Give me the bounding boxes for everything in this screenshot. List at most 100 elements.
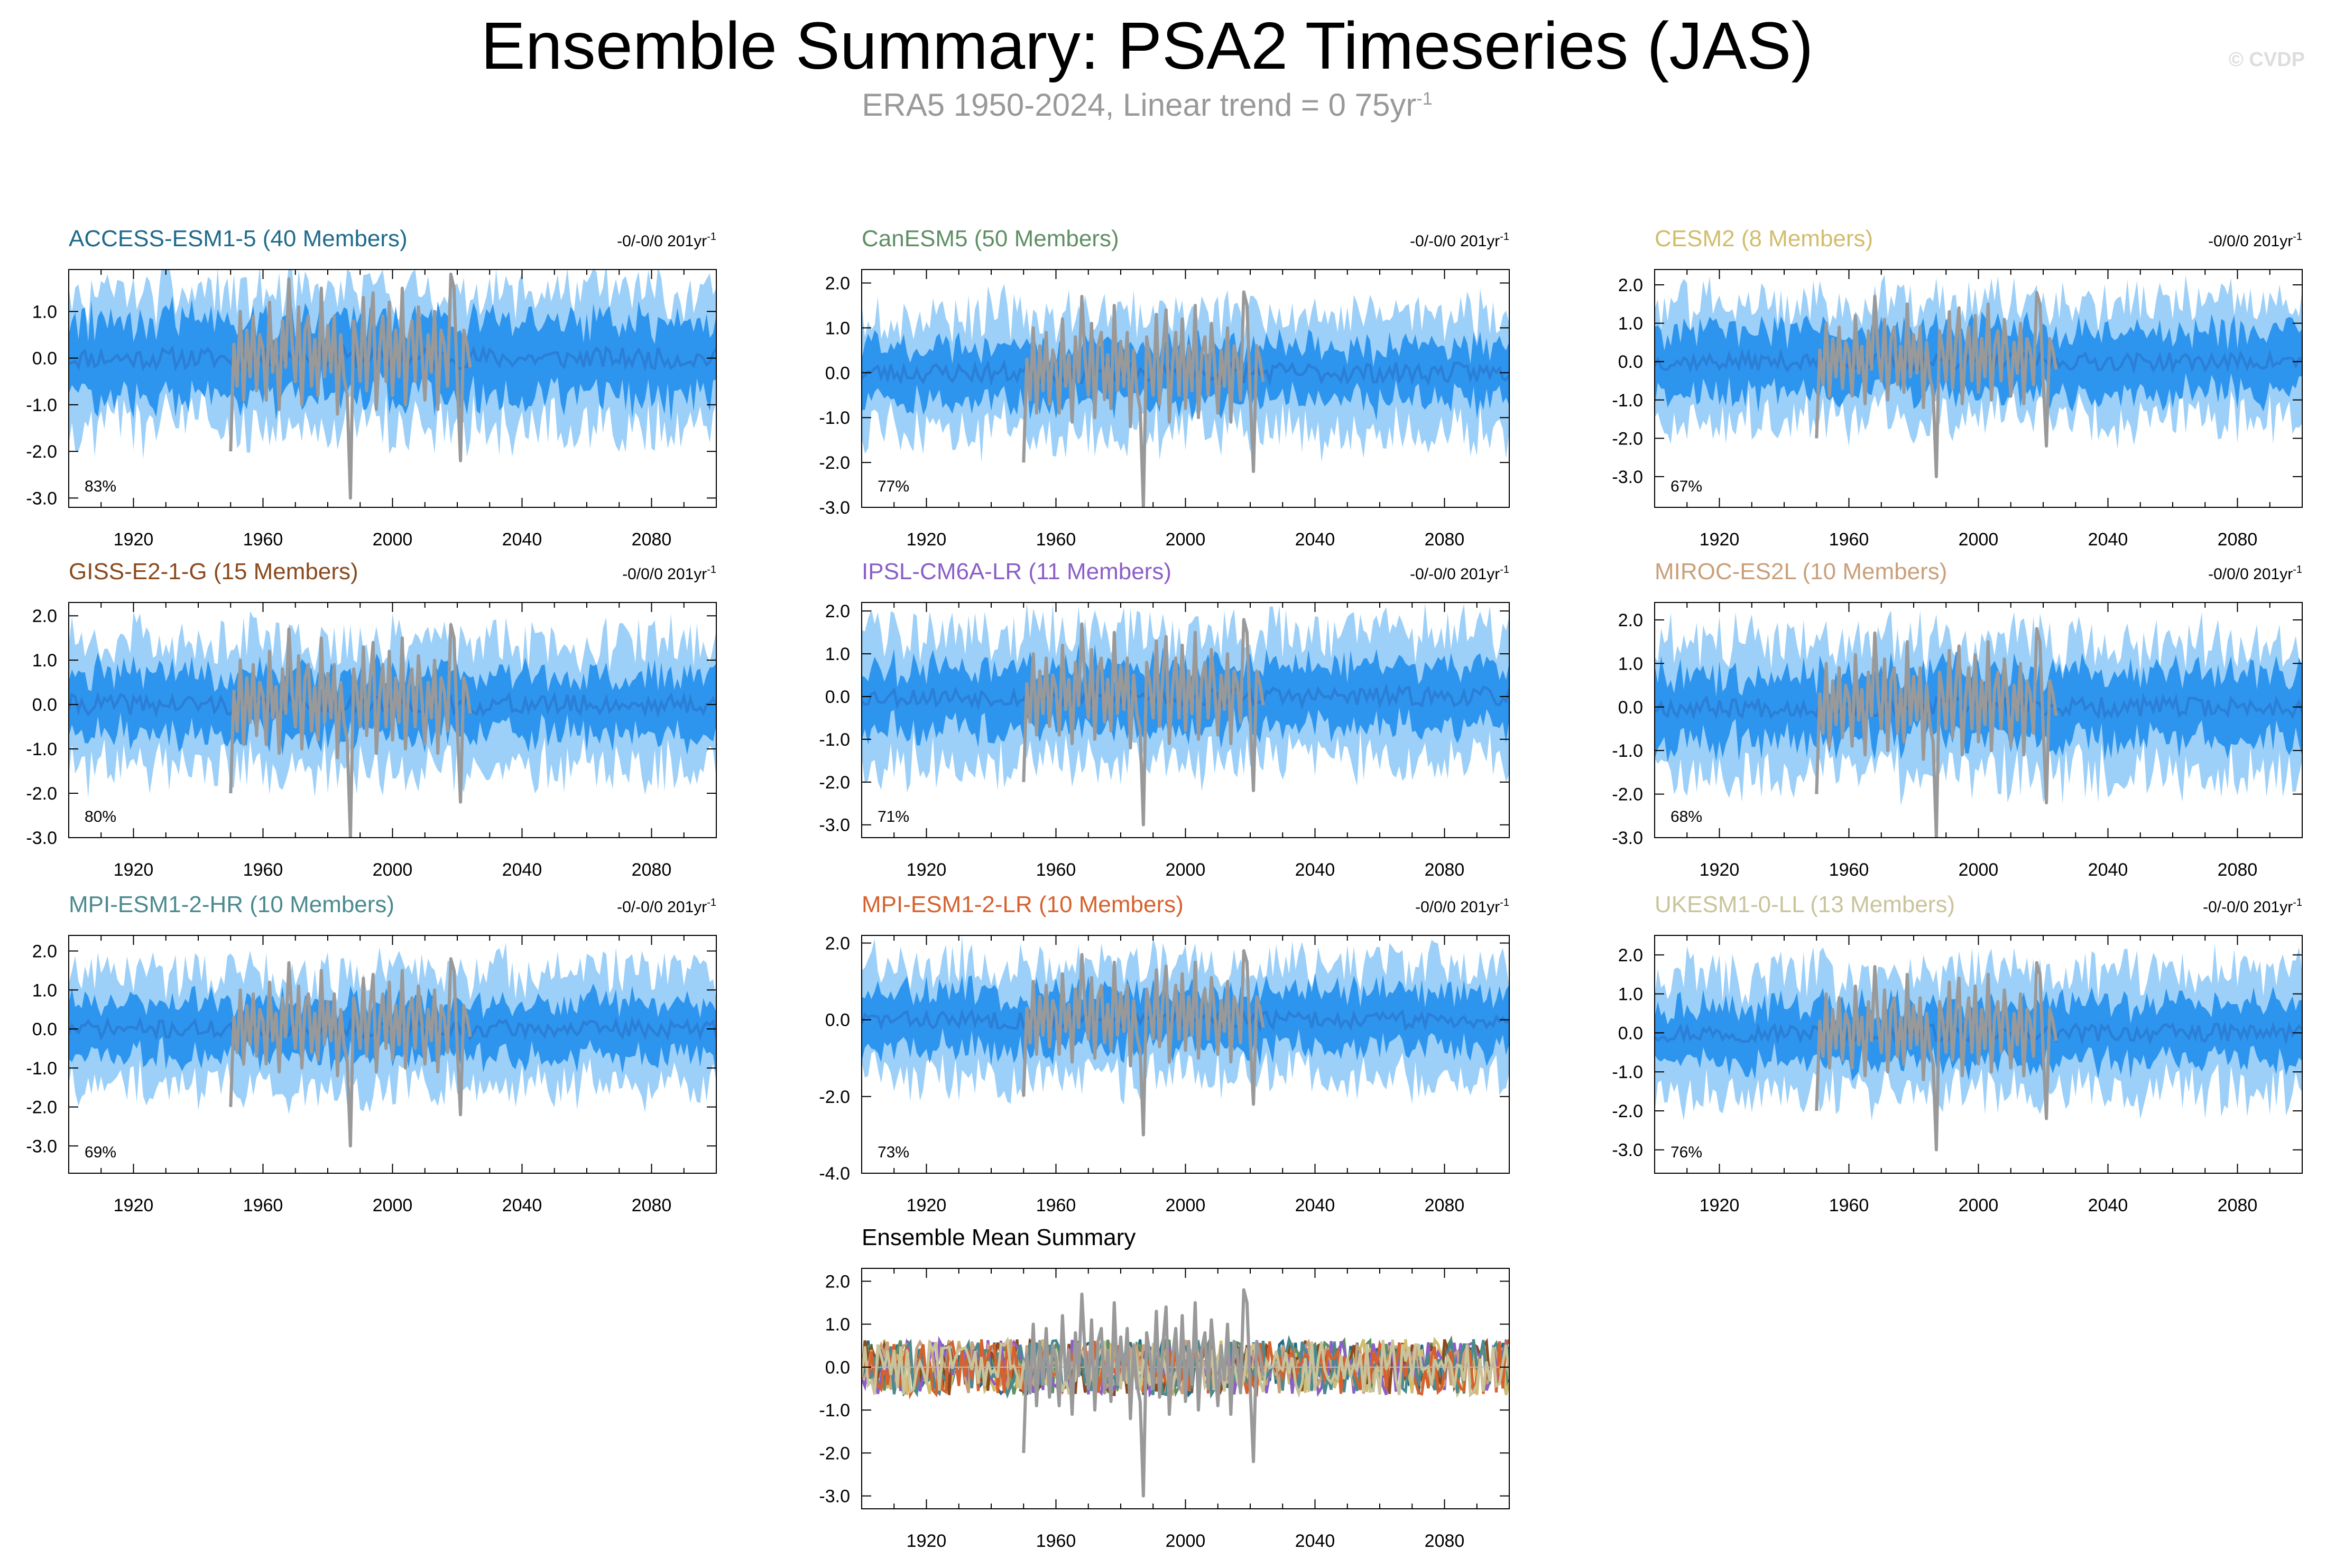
y-tick-label: -2.0 (1612, 785, 1643, 805)
x-tick-label: 1960 (1036, 860, 1076, 880)
x-tick-label: 1960 (1036, 530, 1076, 550)
x-tick-label: 2080 (1425, 860, 1465, 880)
observation-line (1022, 1288, 1265, 1498)
x-tick-label: 1920 (907, 1531, 947, 1551)
x-tick-label: 2000 (373, 860, 413, 880)
y-tick-label: 0.0 (825, 1010, 850, 1031)
x-tick-label: 2000 (373, 530, 413, 550)
ensemble-mean-line (1655, 1020, 2302, 1046)
y-tick-label: -2.0 (819, 1087, 850, 1107)
y-tick-label: -1.0 (26, 395, 57, 415)
plot-area (862, 1288, 1509, 1498)
plot-area (69, 942, 716, 1148)
x-tick-label: 1920 (907, 1195, 947, 1216)
y-tick-label: 2.0 (825, 601, 850, 621)
x-tick-label: 2040 (502, 860, 542, 880)
x-tick-label: 2000 (373, 1195, 413, 1216)
panel-trend: -0/0/0 201yr-1 (622, 564, 716, 583)
panel-title: IPSL-CM6A-LR (11 Members) (862, 559, 1171, 584)
observation-line (1022, 618, 1265, 827)
subtitle-exponent: -1 (1416, 89, 1433, 109)
panel-percent: 73% (878, 1144, 909, 1161)
x-tick-label: 2000 (1959, 530, 1999, 550)
y-tick-label: 0.0 (32, 349, 57, 369)
x-tick-label: 2080 (1425, 1531, 1465, 1551)
panel-trend: -0/-0/0 201yr-1 (617, 231, 716, 250)
observation-line (229, 623, 472, 838)
x-tick-label: 2040 (1295, 860, 1335, 880)
panel-miroc: 1920 1960 2000 2040 2080 2.0 1.0 0.0 -1.0 -2.0 -3.… (1612, 559, 2303, 880)
x-tick-label: 1920 (907, 530, 947, 550)
y-tick-label: 1.0 (32, 651, 57, 671)
x-tick-label: 1920 (114, 860, 154, 880)
y-tick-label: -2.0 (26, 442, 57, 462)
panel-mpihr: 1920 1960 2000 2040 2080 2.0 1.0 0.0 -1.0 -2.0 -3.… (26, 892, 717, 1216)
y-tick-label: 0.0 (1618, 698, 1643, 718)
panel-percent: 80% (85, 808, 116, 825)
x-tick-label: 1960 (1829, 1195, 1869, 1216)
x-tick-label: 1920 (114, 530, 154, 550)
y-tick-label: 1.0 (825, 644, 850, 664)
panel-title: CESM2 (8 Members) (1655, 226, 1873, 252)
y-tick-label: 1.0 (1618, 314, 1643, 334)
y-tick-label: -4.0 (819, 1164, 850, 1184)
model-mean-line-8 (862, 1336, 1509, 1398)
x-tick-label: 1960 (243, 530, 283, 550)
x-tick-label: 1920 (1700, 860, 1740, 880)
x-tick-label: 1960 (1036, 1531, 1076, 1551)
x-tick-label: 2080 (2218, 530, 2258, 550)
x-tick-label: 2040 (2088, 860, 2128, 880)
x-tick-label: 1960 (1829, 530, 1869, 550)
x-tick-label: 2040 (2088, 530, 2128, 550)
panel-trend: -0/0/0 201yr-1 (1415, 897, 1509, 916)
panel-giss: 1920 1960 2000 2040 2080 2.0 1.0 0.0 -1.0 -2.0 -3.… (26, 559, 717, 880)
credit-label: © CVDP (2228, 49, 2305, 71)
y-tick-label: 0.0 (32, 695, 57, 715)
x-tick-label: 2040 (1295, 1531, 1335, 1551)
y-tick-label: 1.0 (1618, 654, 1643, 674)
x-tick-label: 2000 (1166, 1531, 1206, 1551)
y-tick-label: -1.0 (1612, 391, 1643, 411)
y-tick-label: -2.0 (819, 453, 850, 473)
x-tick-label: 2080 (632, 530, 672, 550)
panel-percent: 68% (1670, 808, 1702, 825)
x-tick-label: 2080 (2218, 860, 2258, 880)
y-tick-label: 0.0 (1618, 1023, 1643, 1043)
y-tick-label: -3.0 (1612, 467, 1643, 487)
panel-title: MPI-ESM1-2-HR (10 Members) (69, 892, 394, 917)
plot-area (862, 935, 1509, 1137)
y-tick-label: 2.0 (1618, 945, 1643, 966)
y-tick-label: 2.0 (825, 1272, 850, 1292)
panel-mpilr: 1920 1960 2000 2040 2080 2.0 0.0 -2.0 -4.0 MPI-ES… (819, 892, 1510, 1216)
x-tick-label: 1960 (1829, 860, 1869, 880)
observation-line (229, 272, 472, 500)
plot-area (862, 284, 1509, 507)
y-tick-label: 1.0 (825, 1315, 850, 1335)
observation-line (1022, 290, 1265, 507)
y-tick-label: -3.0 (819, 498, 850, 518)
panel-canesm: 1920 1960 2000 2040 2080 2.0 1.0 0.0 -1.0 -2.0 -3.… (819, 226, 1510, 550)
y-tick-label: -2.0 (26, 784, 57, 804)
y-tick-label: 0.0 (32, 1019, 57, 1040)
panel-access: 1920 1960 2000 2040 2080 1.0 0.0 -1.0 -2.0 -3.0 AC… (26, 226, 717, 550)
plot-area (69, 270, 716, 500)
y-tick-label: -1.0 (1612, 1062, 1643, 1082)
observation-line (1022, 949, 1265, 1137)
panel-percent: 67% (1670, 478, 1702, 495)
panel-title: CanESM5 (50 Members) (862, 226, 1119, 252)
plot-area (1655, 610, 2302, 838)
y-tick-label: 1.0 (32, 302, 57, 322)
x-tick-label: 2040 (502, 530, 542, 550)
panel-ipsl: 1920 1960 2000 2040 2080 2.0 1.0 0.0 -1.0 -2.0 -3.… (819, 559, 1510, 880)
y-tick-label: -1.0 (819, 1400, 850, 1421)
y-tick-label: 1.0 (825, 318, 850, 338)
panel-title: MPI-ESM1-2-LR (10 Members) (862, 892, 1184, 917)
panel-ukesm: 1920 1960 2000 2040 2080 2.0 1.0 0.0 -1.0 -2.0 -3.… (1612, 892, 2303, 1216)
y-tick-label: 2.0 (32, 942, 57, 962)
panel-title: MIROC-ES2L (10 Members) (1655, 559, 1947, 584)
panel-trend: -0/0/0 201yr-1 (2208, 231, 2302, 250)
y-tick-label: -3.0 (819, 815, 850, 836)
panel-ensmean: 1920 1960 2000 2040 2080 2.0 1.0 0.0 -1.0 -2.0 -3.… (819, 1224, 1510, 1551)
observation-line (229, 957, 472, 1148)
